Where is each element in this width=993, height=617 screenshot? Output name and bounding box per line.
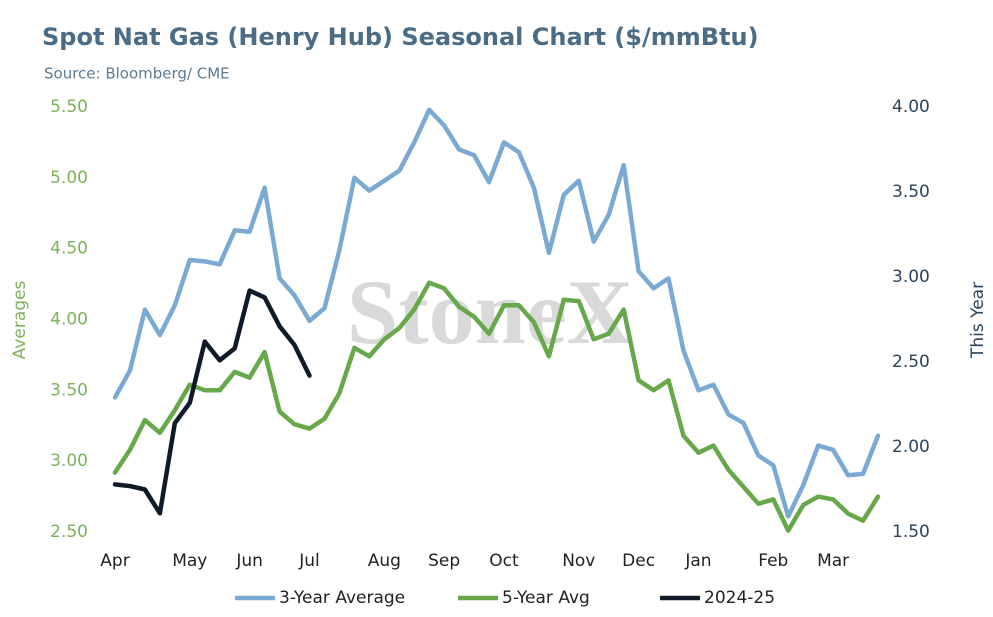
x-tick-label: Jun <box>235 551 263 571</box>
series-line <box>112 107 881 519</box>
y2-tick-label: 4.00 <box>892 97 930 117</box>
x-tick-label: Dec <box>622 551 655 571</box>
y2-tick-label: 2.00 <box>892 437 930 457</box>
y-tick-label: 5.50 <box>50 97 88 117</box>
legend-label: 2024-25 <box>704 588 775 608</box>
x-tick-label: Oct <box>489 551 519 571</box>
y-tick-label: 5.00 <box>50 168 88 188</box>
y-tick-label: 4.00 <box>50 310 88 330</box>
chart-subtitle: Source: Bloomberg/ CME <box>44 65 230 83</box>
y-axis-title: Averages <box>10 281 30 360</box>
legend-label: 3-Year Average <box>279 588 405 608</box>
series-line <box>112 280 881 533</box>
y2-tick-label: 1.50 <box>892 522 930 542</box>
x-tick-label: Jul <box>298 551 320 571</box>
series-line <box>112 288 312 516</box>
x-tick-label: Feb <box>758 551 788 571</box>
x-tick-label: Nov <box>562 551 595 571</box>
y-tick-label: 4.50 <box>50 239 88 259</box>
x-tick-label: Sep <box>428 551 460 571</box>
x-tick-label: Mar <box>817 551 849 571</box>
x-tick-label: May <box>172 551 207 571</box>
y2-tick-label: 2.50 <box>892 352 930 372</box>
x-tick-label: Aug <box>368 551 401 571</box>
x-tick-label: Apr <box>100 551 129 571</box>
y2-tick-label: 3.50 <box>892 182 930 202</box>
y-tick-label: 3.50 <box>50 380 88 400</box>
legend-label: 5-Year Avg <box>502 588 590 608</box>
y2-axis-title: This Year <box>968 282 988 359</box>
x-tick-label: Jan <box>684 551 711 571</box>
y-tick-label: 3.00 <box>50 451 88 471</box>
watermark: StoneX <box>347 261 633 363</box>
chart-title: Spot Nat Gas (Henry Hub) Seasonal Chart … <box>42 23 759 51</box>
y-tick-label: 2.50 <box>50 522 88 542</box>
y2-tick-label: 3.00 <box>892 267 930 287</box>
